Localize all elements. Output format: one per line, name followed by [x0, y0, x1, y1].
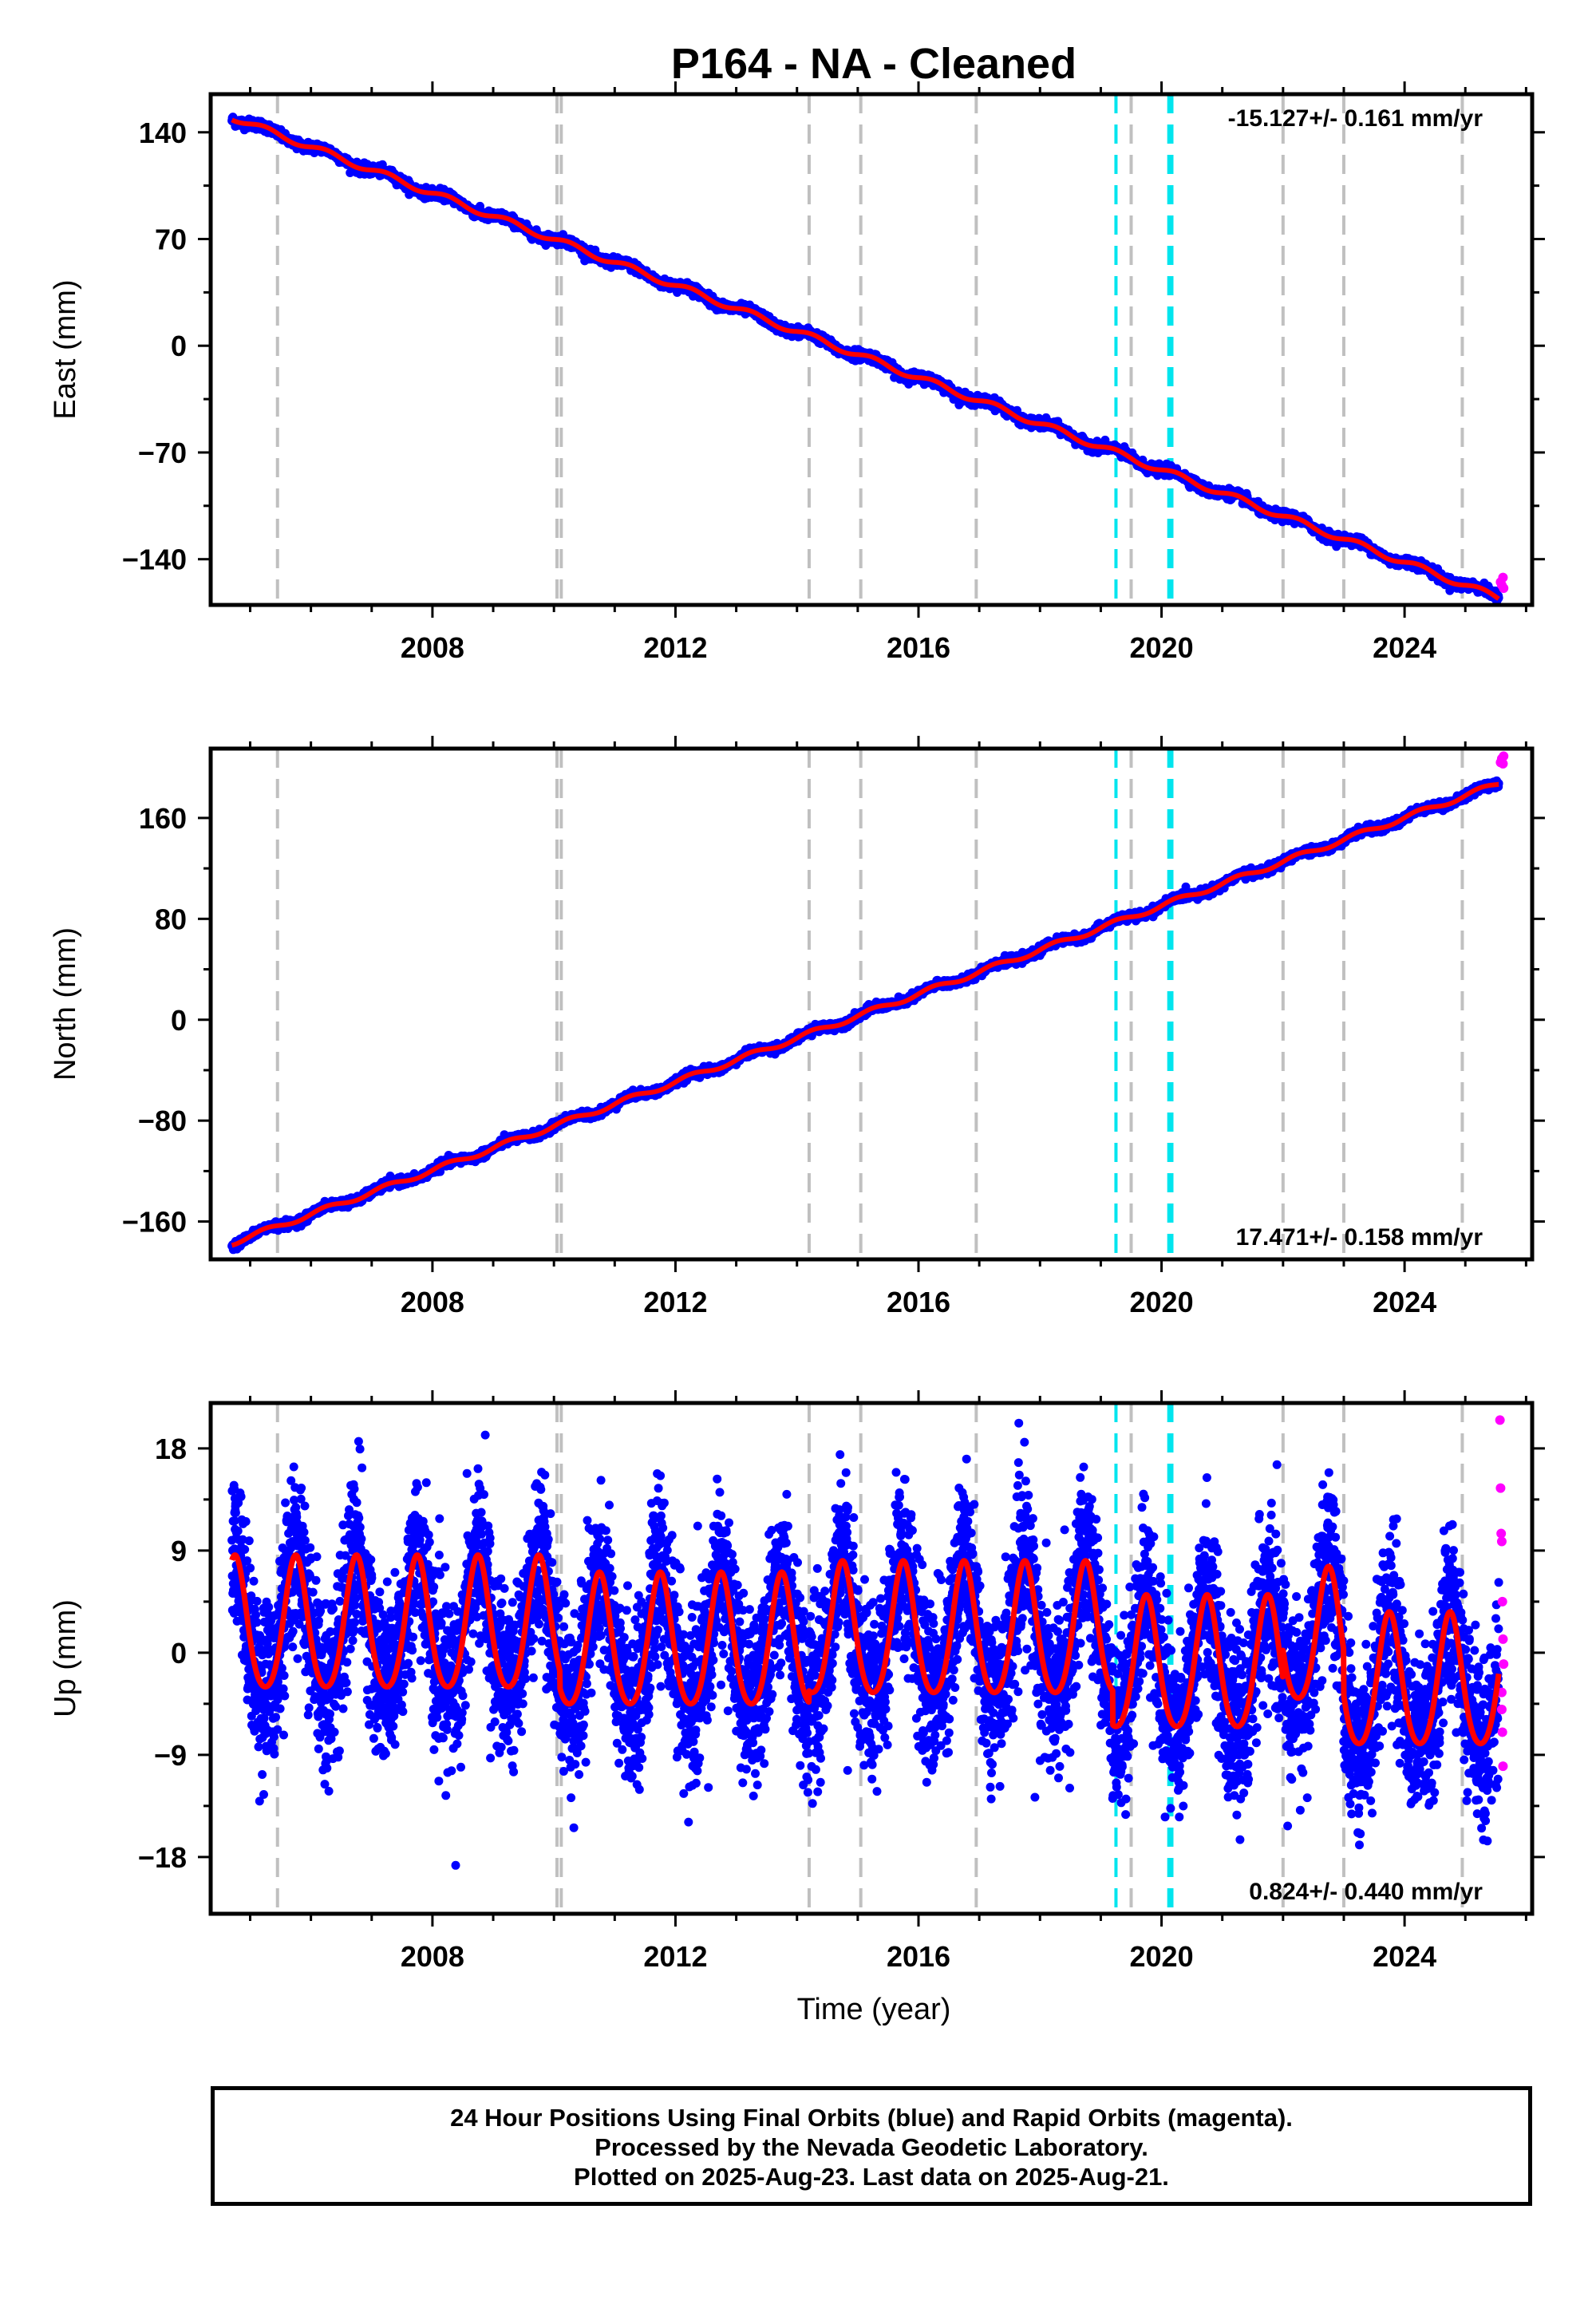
rapid-point: [1499, 583, 1509, 593]
y-axis-label: East (mm): [49, 279, 82, 419]
y-tick-label: −140: [122, 543, 187, 576]
figure-title: P164 - NA - Cleaned: [671, 40, 1077, 88]
y-tick-label: −70: [138, 437, 187, 469]
y-tick-label: 0: [171, 330, 187, 362]
final-orbit-points: [227, 776, 1503, 1255]
y-tick-label: 140: [139, 117, 187, 149]
panel-east: 2008 2012 2016 2020 2024 140 70 0 −70 −140 East (m…: [49, 81, 1545, 664]
x-tick-label: 2012: [643, 631, 707, 664]
final-orbit-points: [227, 113, 1503, 605]
panels: 2008 2012 2016 2020 2024 140 70 0 −70 −140 East (m…: [49, 81, 1545, 1973]
plot-area-north: [227, 749, 1509, 1259]
x-tick-label: 2016: [887, 631, 950, 664]
velocity-label: -15.127+/- 0.161 mm/yr: [1228, 105, 1483, 132]
x-tick-label: 2020: [1130, 631, 1194, 664]
rapid-point: [1498, 572, 1508, 583]
y-tick-label: 70: [155, 223, 187, 255]
plot-area-east: [227, 94, 1509, 605]
x-tick-label: 2024: [1373, 631, 1436, 664]
x-tick-label: 2008: [401, 631, 464, 664]
